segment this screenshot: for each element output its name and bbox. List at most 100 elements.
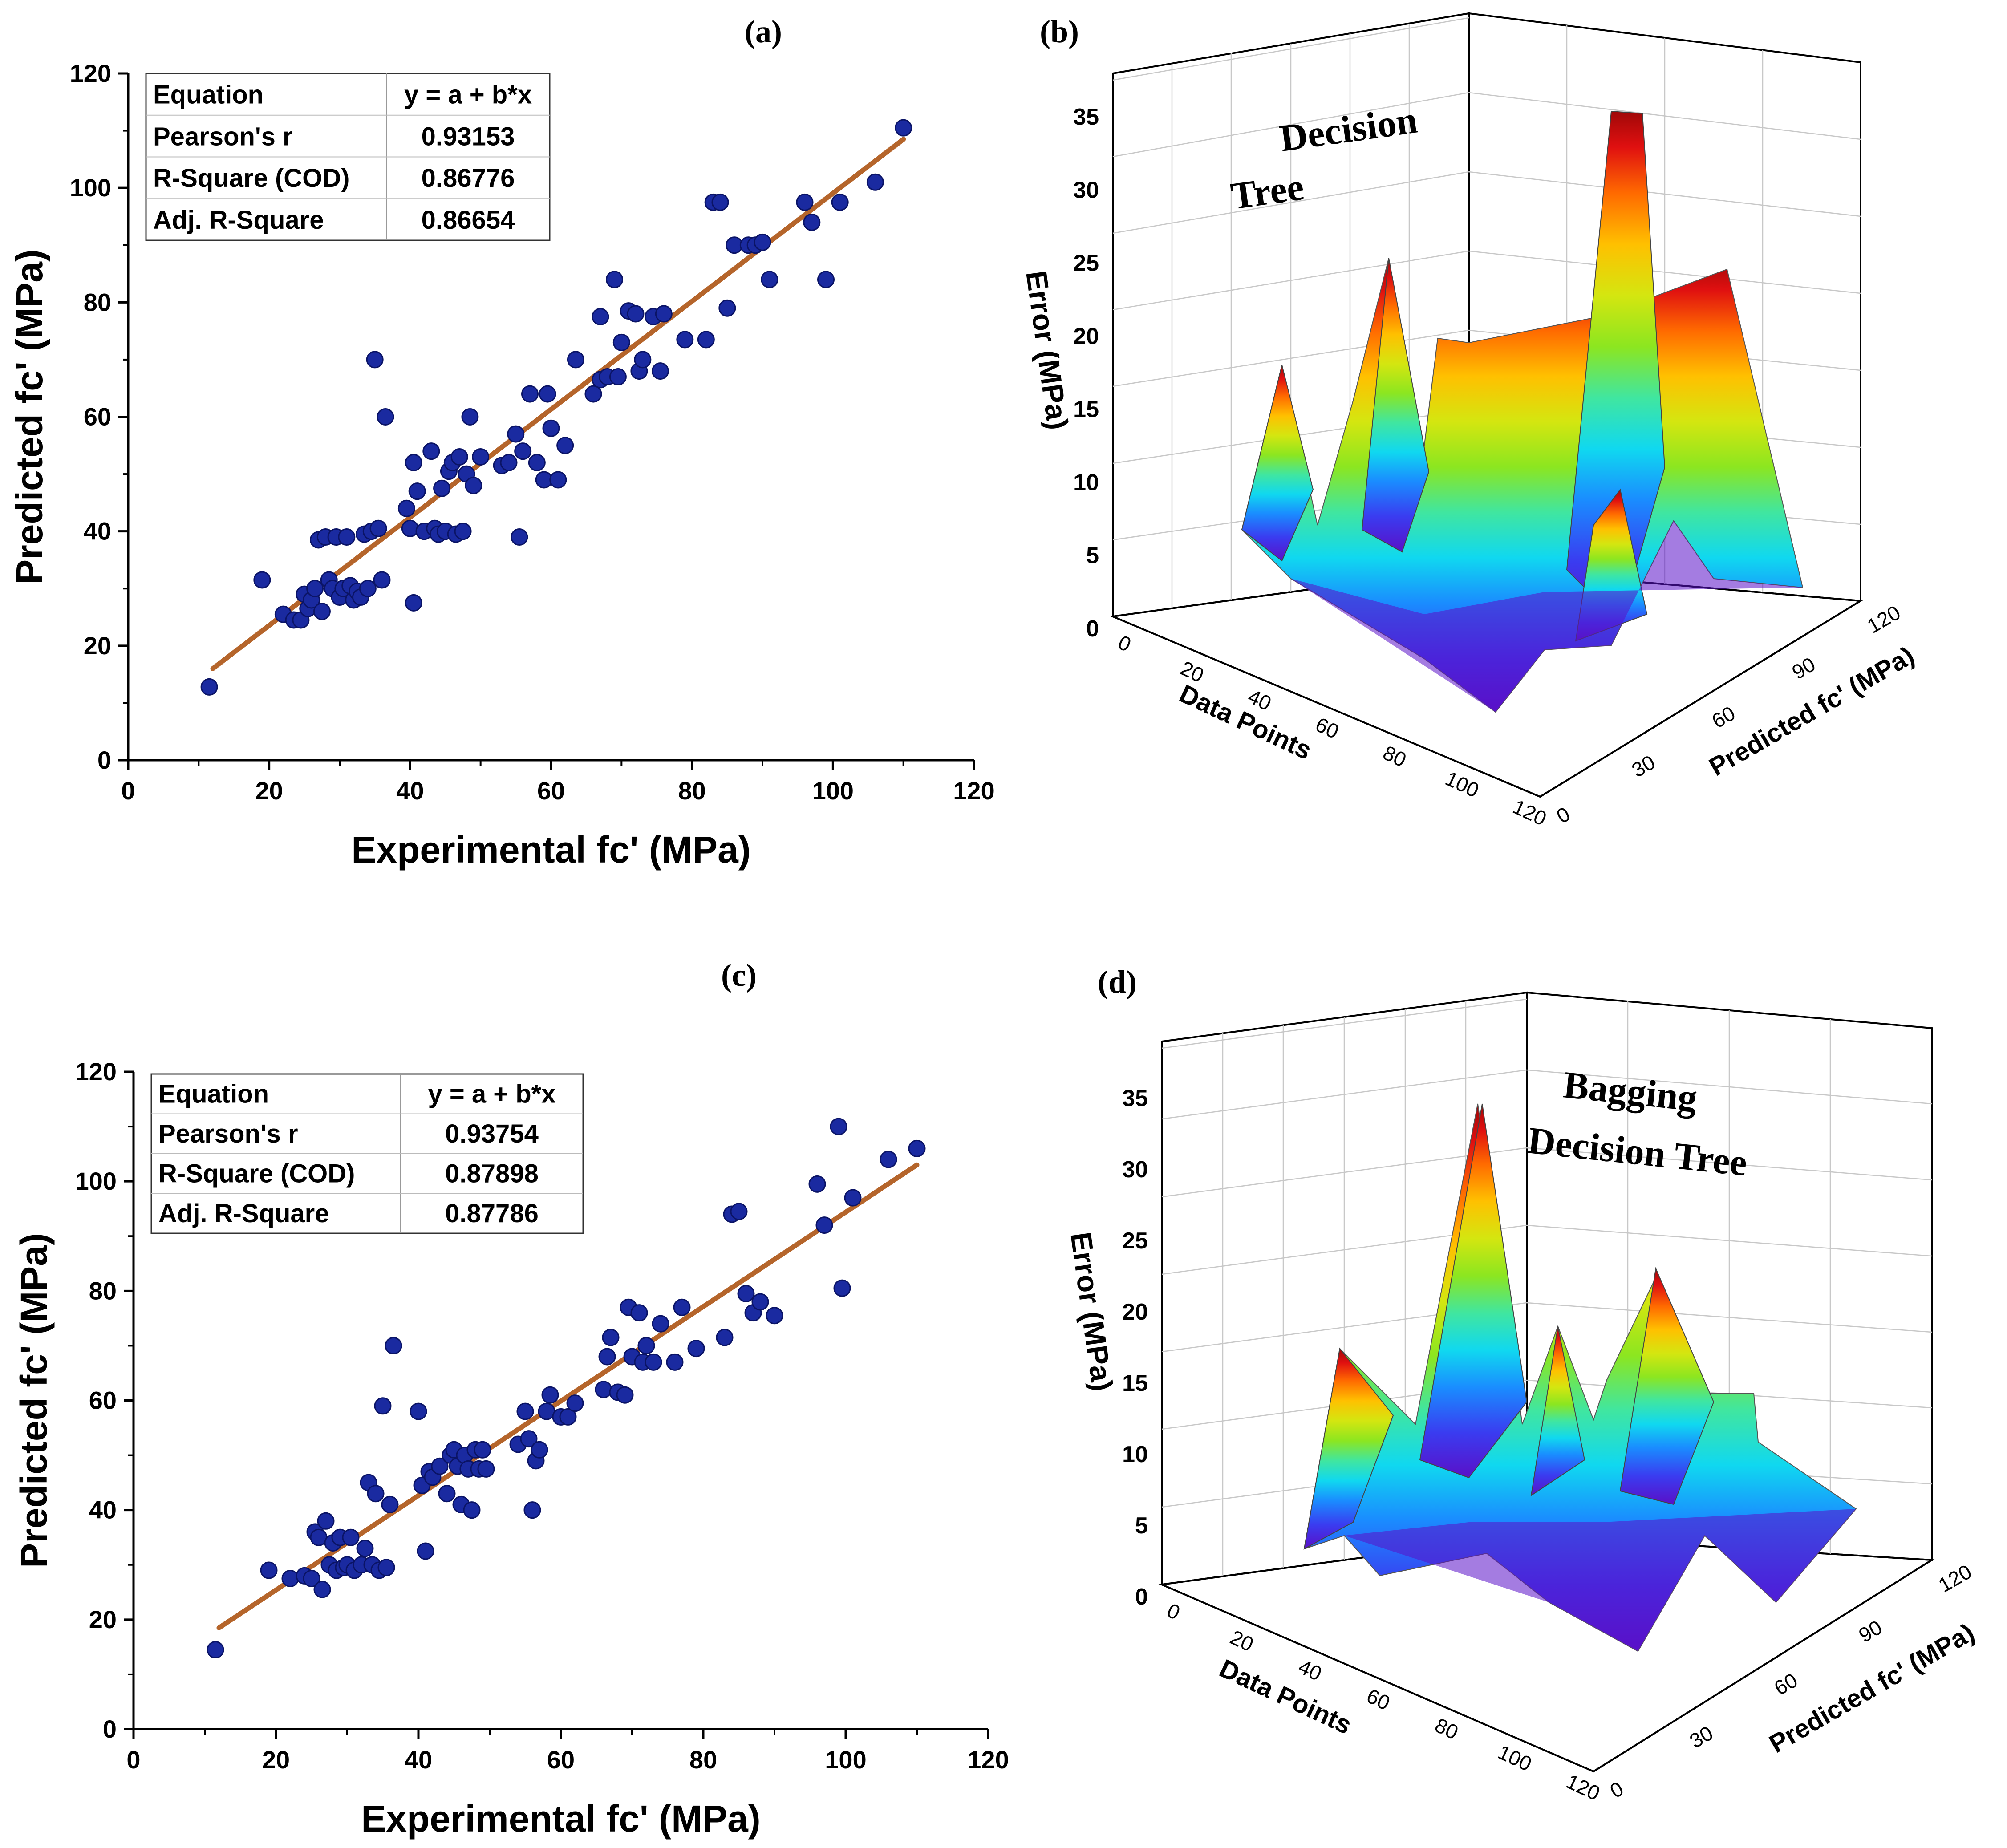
stats-row-name: Equation bbox=[158, 1079, 269, 1108]
z-tick-label: 20 bbox=[1122, 1299, 1148, 1325]
x-tick-label: 0 bbox=[126, 1746, 140, 1774]
y-axis-label: Predicted fc' (MPa) bbox=[8, 249, 50, 584]
data-point bbox=[511, 528, 528, 546]
stats-row-name: R-Square (COD) bbox=[153, 164, 349, 193]
data-point bbox=[200, 678, 218, 696]
stats-row-value: 0.87898 bbox=[445, 1159, 539, 1188]
data-point bbox=[431, 1457, 449, 1475]
y-tick-label: 40 bbox=[89, 1496, 117, 1524]
y-tick-label: 40 bbox=[84, 517, 111, 545]
data-point bbox=[377, 408, 394, 426]
data-point bbox=[541, 1386, 559, 1404]
data-point bbox=[817, 271, 835, 288]
data-point bbox=[401, 519, 419, 537]
data-point bbox=[306, 580, 324, 597]
data-point bbox=[356, 1540, 374, 1557]
y-tick-label: 0 bbox=[1553, 802, 1574, 828]
data-point bbox=[405, 454, 422, 471]
x-tick-label: 60 bbox=[547, 1746, 575, 1774]
z-axis-label: Error (MPa) bbox=[1020, 269, 1074, 432]
stats-row-value: 0.93153 bbox=[422, 122, 515, 151]
stats-row-name: R-Square (COD) bbox=[158, 1159, 355, 1188]
data-point bbox=[584, 385, 602, 403]
data-point bbox=[472, 448, 490, 466]
x-axis-label: Experimental fc' (MPa) bbox=[361, 1798, 761, 1840]
data-point bbox=[507, 425, 525, 443]
y-tick-label: 120 bbox=[70, 59, 111, 87]
data-point bbox=[606, 271, 623, 288]
stats-row-value: y = a + b*x bbox=[428, 1079, 556, 1108]
x-tick-label: 120 bbox=[967, 1746, 1009, 1774]
data-point bbox=[408, 482, 426, 500]
data-point bbox=[514, 442, 532, 460]
panel-b-surface: (b) bbox=[1020, 12, 1919, 830]
data-point bbox=[796, 193, 814, 211]
z-tick-label: 30 bbox=[1122, 1157, 1148, 1183]
data-point bbox=[602, 1329, 620, 1346]
data-point bbox=[520, 1430, 538, 1448]
data-point bbox=[260, 1561, 278, 1579]
data-point bbox=[313, 603, 331, 620]
z-tick-label: 5 bbox=[1086, 543, 1099, 569]
panel-label: (d) bbox=[1098, 964, 1137, 1000]
data-point bbox=[207, 1641, 224, 1659]
stats-row-name: Pearson's r bbox=[153, 122, 293, 151]
x-tick-label: 60 bbox=[1312, 713, 1342, 743]
data-point bbox=[549, 471, 567, 489]
data-point bbox=[754, 233, 771, 251]
y-tick-label: 120 bbox=[1934, 1560, 1975, 1597]
y-tick-label: 60 bbox=[1708, 701, 1739, 733]
y-axis-line bbox=[1539, 600, 1861, 798]
data-point bbox=[454, 523, 472, 540]
data-point bbox=[637, 1337, 655, 1354]
surface-base bbox=[1291, 521, 1803, 712]
z-tick-label: 25 bbox=[1073, 251, 1099, 276]
z-tick-label: 10 bbox=[1073, 470, 1099, 495]
data-point bbox=[627, 305, 645, 323]
y-tick-label: 100 bbox=[75, 1167, 117, 1195]
data-point bbox=[397, 499, 415, 517]
data-point bbox=[385, 1337, 402, 1354]
z-tick-label: 0 bbox=[1135, 1584, 1148, 1610]
data-point bbox=[474, 1441, 491, 1459]
data-point bbox=[751, 1293, 769, 1311]
data-point bbox=[373, 571, 391, 589]
data-point bbox=[516, 1402, 534, 1420]
z-tick-label: 25 bbox=[1122, 1228, 1148, 1254]
data-point bbox=[338, 528, 356, 546]
data-point bbox=[612, 333, 630, 351]
x-tick-label: 120 bbox=[1563, 1770, 1604, 1805]
data-point bbox=[655, 305, 673, 323]
data-point bbox=[531, 1441, 548, 1459]
data-point bbox=[559, 1408, 577, 1426]
y-axis-label: Predicted fc' (MPa) bbox=[13, 1233, 55, 1568]
data-point bbox=[542, 419, 560, 437]
x-tick-label: 60 bbox=[1363, 1684, 1394, 1715]
data-point bbox=[367, 1485, 385, 1503]
x-tick-label: 100 bbox=[825, 1746, 866, 1774]
stats-row-value: 0.93754 bbox=[445, 1119, 539, 1148]
stats-row-name: Equation bbox=[153, 81, 264, 109]
stats-row-name: Adj. R-Square bbox=[153, 206, 324, 235]
data-point bbox=[342, 1528, 360, 1546]
y-tick-label: 90 bbox=[1788, 652, 1819, 684]
data-point bbox=[521, 385, 539, 403]
scatter-points bbox=[200, 119, 912, 696]
panel-label: (c) bbox=[721, 957, 757, 993]
data-point bbox=[630, 1304, 648, 1322]
data-point bbox=[359, 580, 377, 597]
y-tick-label: 30 bbox=[1686, 1721, 1717, 1753]
x-tick-label: 40 bbox=[396, 777, 424, 805]
y-tick-label: 0 bbox=[97, 746, 111, 774]
data-point bbox=[539, 385, 556, 403]
stats-row-value: 0.86654 bbox=[422, 206, 515, 235]
y-tick-label: 60 bbox=[89, 1386, 117, 1414]
model-title-line2: Decision Tree bbox=[1526, 1119, 1749, 1184]
y-axis-line bbox=[1593, 1559, 1933, 1772]
data-point bbox=[438, 1485, 456, 1503]
surface-spike bbox=[1241, 365, 1314, 562]
z-tick-label: 0 bbox=[1086, 616, 1099, 642]
x-axis-line bbox=[1112, 616, 1541, 798]
data-point bbox=[652, 1315, 669, 1333]
